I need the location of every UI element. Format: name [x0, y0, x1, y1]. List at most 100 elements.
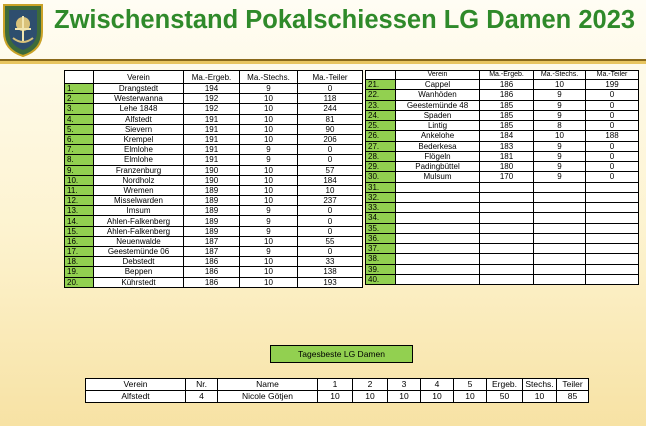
rank-cell: 28. — [365, 150, 396, 163]
rank-cell: 34. — [365, 212, 396, 224]
table-cell: 191 — [183, 133, 240, 146]
table-cell: 9 — [533, 99, 586, 111]
title-divider-dark — [0, 59, 646, 61]
table-cell: 9 — [239, 215, 298, 227]
table-cell: 184 — [297, 174, 363, 186]
table-cell: 189 — [183, 215, 240, 227]
table-cell: 10 — [239, 276, 298, 288]
table-cell: 10 — [239, 93, 298, 105]
table-row: Alfstedt 4 Nicole Götjen 10 10 10 10 10 50 10 85 — [85, 390, 589, 403]
rank-cell: 3. — [64, 103, 94, 115]
table-cell: 0 — [297, 245, 363, 258]
table-row: 11. Wremen 189 10 10 — [64, 184, 363, 197]
column-header: Ma.-Teiler — [585, 70, 639, 80]
rank-cell: 17. — [64, 245, 94, 258]
table-row: 30. Mulsum 170 9 0 — [365, 171, 639, 183]
best-of-day-table: Verein Nr. Name 1 2 3 4 5 Ergeb. Stechs. Teiler Alf… — [85, 378, 589, 403]
table-cell — [533, 212, 586, 224]
table-cell: 185 — [479, 119, 534, 132]
rank-cell: 9. — [64, 164, 94, 176]
table-cell: 193 — [297, 276, 363, 288]
standings-table-right: Verein Ma.-Ergeb. Ma.-Stechs. Ma.-Teiler 21.… — [365, 70, 639, 286]
column-header: Verein — [93, 70, 184, 84]
column-header: Name — [217, 378, 318, 391]
table-cell: Elmlohe — [93, 154, 184, 166]
table-cell: 185 — [479, 99, 534, 111]
table-cell: 237 — [297, 195, 363, 207]
table-cell: 191 — [183, 123, 240, 135]
rank-cell: 29. — [365, 160, 396, 173]
table-header-row: Verein Ma.-Ergeb. Ma.-Stechs. Ma.-Teiler — [365, 70, 639, 80]
rank-cell: 36. — [365, 232, 396, 245]
table-cell — [533, 263, 586, 275]
table-cell — [395, 222, 480, 234]
table-cell: Geestemünde 48 — [395, 99, 480, 111]
rank-cell: 15. — [64, 225, 94, 237]
table-cell: 10 — [420, 390, 454, 403]
table-row: 16. Neuenwalde 187 10 55 — [64, 235, 363, 248]
rank-cell: 26. — [365, 130, 396, 142]
table-row: 23. Geestemünde 48 185 9 0 — [365, 99, 639, 111]
table-row: 15. Ahlen-Falkenberg 189 9 0 — [64, 225, 363, 237]
rank-cell: 38. — [365, 253, 396, 265]
column-header: Nr. — [185, 378, 218, 391]
rank-cell: 1. — [64, 82, 94, 95]
table-cell: 10 — [387, 390, 421, 403]
table-cell — [479, 232, 534, 245]
table-cell: 185 — [479, 109, 534, 122]
table-cell: 206 — [297, 133, 363, 146]
table-cell: 0 — [585, 119, 639, 132]
table-row: 7. Elmlohe 191 9 0 — [64, 144, 363, 156]
rank-cell: 31. — [365, 181, 396, 193]
table-row: 21. Cappel 186 10 199 — [365, 78, 639, 91]
table-row: 27. Bederkesa 183 9 0 — [365, 140, 639, 152]
table-cell — [533, 273, 586, 286]
table-row: 19. Beppen 186 10 138 — [64, 266, 363, 278]
rank-cell: 8. — [64, 154, 94, 166]
table-row: 12. Misselwarden 189 10 237 — [64, 195, 363, 207]
table-cell: Alfstedt — [93, 113, 184, 125]
table-cell: 10 — [239, 235, 298, 248]
column-header: Ergeb. — [486, 378, 523, 391]
table-cell: 0 — [297, 205, 363, 217]
column-header: Stechs. — [522, 378, 557, 391]
table-cell: Wremen — [93, 184, 184, 197]
rank-cell: 22. — [365, 89, 396, 101]
table-cell: 9 — [533, 109, 586, 122]
table-cell: 184 — [479, 130, 534, 142]
table-row: 14. Ahlen-Falkenberg 189 9 0 — [64, 215, 363, 227]
table-cell: 138 — [297, 266, 363, 278]
table-cell — [533, 181, 586, 193]
table-cell: 81 — [297, 113, 363, 125]
table-cell — [533, 253, 586, 265]
table-cell: 9 — [239, 225, 298, 237]
table-cell — [585, 181, 639, 193]
table-cell: 189 — [183, 225, 240, 237]
table-cell: 9 — [533, 89, 586, 101]
table-cell: 0 — [297, 82, 363, 95]
column-header: Teiler — [556, 378, 589, 391]
table-cell: 0 — [585, 109, 639, 122]
table-cell: 9 — [239, 144, 298, 156]
column-header: Ma.-Ergeb. — [183, 70, 240, 84]
table-cell: Beppen — [93, 266, 184, 278]
table-cell: 183 — [479, 140, 534, 152]
rank-cell: 19. — [64, 266, 94, 278]
rank-cell: 2. — [64, 93, 94, 105]
table-cell — [395, 201, 480, 214]
table-row: 5. Sievern 191 10 90 — [64, 123, 363, 135]
title-divider-light — [0, 61, 646, 64]
column-header — [64, 70, 94, 84]
rank-cell: 14. — [64, 215, 94, 227]
rank-cell: 6. — [64, 133, 94, 146]
table-cell — [395, 191, 480, 204]
table-cell: 170 — [479, 171, 534, 183]
table-cell: 9 — [533, 171, 586, 183]
rank-cell: 16. — [64, 235, 94, 248]
table-row: 29. Padingbüttel 180 9 0 — [365, 160, 639, 173]
table-cell — [585, 212, 639, 224]
table-row: 6. Krempel 191 10 206 — [64, 133, 363, 146]
table-cell: 4 — [185, 390, 218, 403]
table-cell: Elmlohe — [93, 144, 184, 156]
table-row: 17. Geestemünde 06 187 9 0 — [64, 245, 363, 258]
